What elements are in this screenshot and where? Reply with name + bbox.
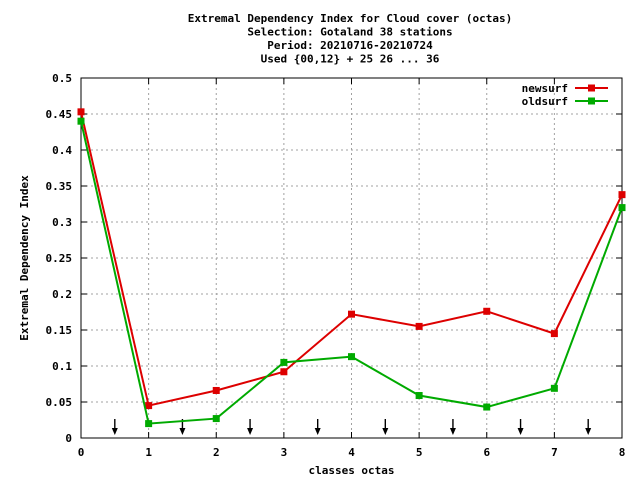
arrow-marker (314, 419, 321, 435)
arrow-marker (111, 419, 118, 435)
data-point (483, 307, 491, 315)
title-line: Selection: Gotaland 38 stations (247, 26, 452, 39)
y-tick-label: 0.35 (46, 180, 73, 193)
data-point (145, 402, 153, 410)
y-tick-label: 0.45 (46, 108, 73, 121)
y-tick-label: 0.1 (52, 360, 72, 373)
data-point (212, 386, 220, 394)
y-tick-label: 0.3 (52, 216, 72, 229)
data-point (550, 384, 558, 392)
data-point (415, 392, 423, 400)
x-tick-label: 7 (551, 446, 558, 459)
y-tick-label: 0.2 (52, 288, 72, 301)
arrow-marker (247, 419, 254, 435)
data-point (77, 108, 85, 116)
x-tick-label: 8 (619, 446, 626, 459)
legend-marker (588, 97, 595, 105)
y-tick-label: 0.15 (46, 324, 73, 337)
legend-label: oldsurf (522, 95, 568, 108)
data-point (280, 368, 288, 376)
legend-label: newsurf (522, 82, 568, 95)
x-tick-label: 0 (78, 446, 85, 459)
title-line: Used {00,12} + 25 26 ... 36 (261, 53, 440, 66)
y-tick-label: 0.25 (46, 252, 73, 265)
data-point (280, 358, 288, 366)
arrow-marker (517, 419, 524, 435)
x-tick-label: 5 (416, 446, 423, 459)
arrow-marker (449, 419, 456, 435)
series-oldsurf (77, 117, 626, 428)
x-tick-label: 1 (145, 446, 152, 459)
title-line: Period: 20210716-20210724 (267, 39, 433, 52)
data-point (212, 415, 220, 423)
title-line: Extremal Dependency Index for Cloud cove… (188, 12, 513, 25)
data-point (145, 420, 153, 428)
data-point (618, 204, 626, 212)
arrow-marker (585, 419, 592, 435)
x-axis-ticks: 0 1 2 3 4 5 6 7 8 (78, 78, 626, 459)
y-tick-label: 0.05 (46, 396, 73, 409)
x-axis-label: classes octas (308, 464, 394, 477)
series (77, 108, 626, 428)
data-point (550, 330, 558, 338)
x-tick-label: 4 (348, 446, 355, 459)
x-tick-label: 2 (213, 446, 220, 459)
y-tick-label: 0.5 (52, 72, 72, 85)
chart-title: Extremal Dependency Index for Cloud cove… (188, 12, 513, 66)
data-point (348, 353, 355, 361)
data-point (618, 191, 626, 199)
y-tick-label: 0.4 (52, 144, 72, 157)
x-tick-label: 6 (483, 446, 490, 459)
legend-marker (588, 84, 595, 92)
data-point (483, 403, 491, 411)
arrow-marker (382, 419, 389, 435)
y-axis-ticks: 0 0.05 0.1 0.15 0.2 0.25 0.3 0.35 0.4 0.45 0.5 (46, 72, 622, 445)
arrow-markers (111, 419, 592, 435)
x-tick-label: 3 (281, 446, 288, 459)
data-point (348, 310, 355, 318)
y-tick-label: 0 (65, 432, 72, 445)
data-point (77, 117, 85, 125)
grid (81, 78, 622, 438)
series-newsurf (77, 108, 626, 410)
y-axis-label: Extremal Dependency Index (18, 175, 31, 341)
data-point (415, 322, 423, 330)
